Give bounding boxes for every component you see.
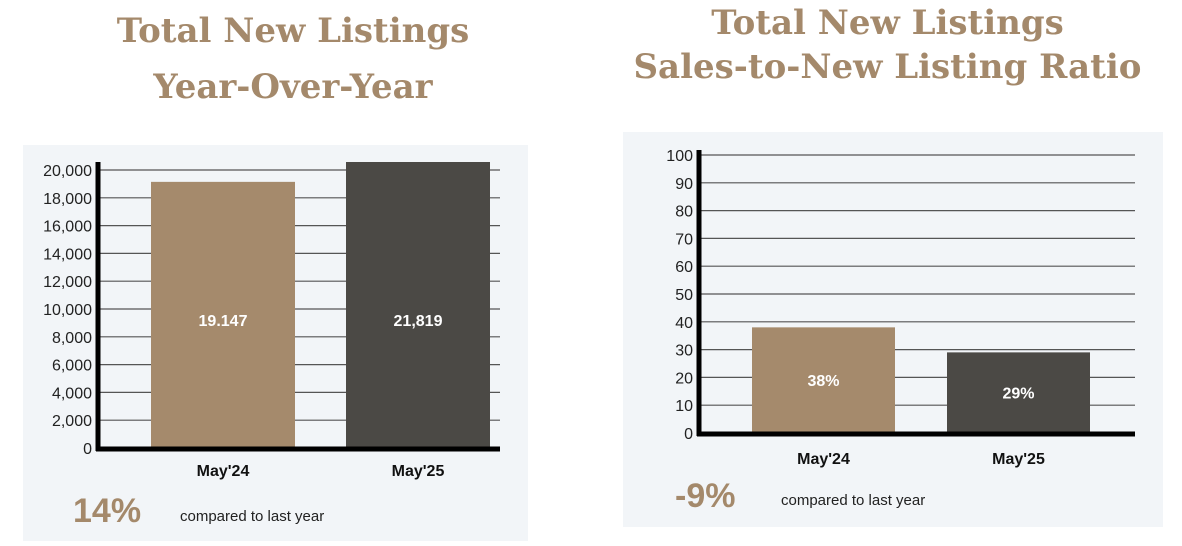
chart1-ytick-label: 0	[83, 441, 92, 458]
chart1-category-label: May'25	[392, 463, 445, 480]
chart2-change-text: compared to last year	[781, 492, 926, 509]
chart2-bar-1	[752, 327, 895, 433]
chart2-category-label: May'25	[992, 451, 1045, 468]
chart2-title-line1: Total New Listings	[711, 3, 1064, 43]
chart2-ytick-label: 70	[675, 231, 693, 248]
chart1-ytick-label: 8,000	[52, 330, 92, 347]
chart1-ytick-label: 14,000	[43, 246, 92, 263]
chart1-ytick-label: 12,000	[43, 274, 92, 291]
chart1-category-label: May'24	[197, 463, 250, 480]
chart2-ytick-label: 60	[675, 259, 693, 276]
chart2-ytick-label: 10	[675, 398, 693, 415]
chart2-ytick-label: 0	[684, 426, 693, 443]
chart2-ytick-label: 30	[675, 343, 693, 360]
chart2-data-label: 38%	[807, 373, 839, 390]
chart1-ytick-label: 4,000	[52, 385, 92, 402]
chart1-ytick-label: 10,000	[43, 302, 92, 319]
chart2-ytick-label: 90	[675, 176, 693, 193]
chart2-ytick-label: 80	[675, 204, 693, 221]
chart2-ytick-label: 20	[675, 370, 693, 387]
chart2-ytick-label: 100	[666, 148, 693, 165]
chart1-ytick-label: 16,000	[43, 219, 92, 236]
chart1-change-text: compared to last year	[180, 508, 325, 525]
chart1-change: 14%	[73, 492, 142, 530]
chart1-data-label: 21,819	[394, 313, 443, 330]
chart2-category-label: May'24	[797, 451, 850, 468]
chart1-data-label: 19.147	[199, 313, 248, 330]
chart2-title-line2: Sales-to-New Listing Ratio	[633, 47, 1142, 87]
chart2-data-label: 29%	[1002, 386, 1034, 403]
chart1-ytick-label: 20,000	[43, 163, 92, 180]
chart2-ytick-label: 40	[675, 315, 693, 332]
chart1-ytick-label: 2,000	[52, 413, 92, 430]
chart1-ytick-label: 6,000	[52, 358, 92, 375]
chart2-change: -9%	[675, 477, 736, 515]
chart1-ytick-label: 18,000	[43, 191, 92, 208]
chart2-ytick-label: 50	[675, 287, 693, 304]
chart2-bar-2	[947, 352, 1090, 433]
chart1-bar-2	[346, 162, 490, 448]
chart1-title-line1: Total New Listings	[116, 11, 470, 51]
chart1-title-line2: Year-Over-Year	[153, 67, 433, 107]
chart1-bar-1	[151, 181, 295, 449]
